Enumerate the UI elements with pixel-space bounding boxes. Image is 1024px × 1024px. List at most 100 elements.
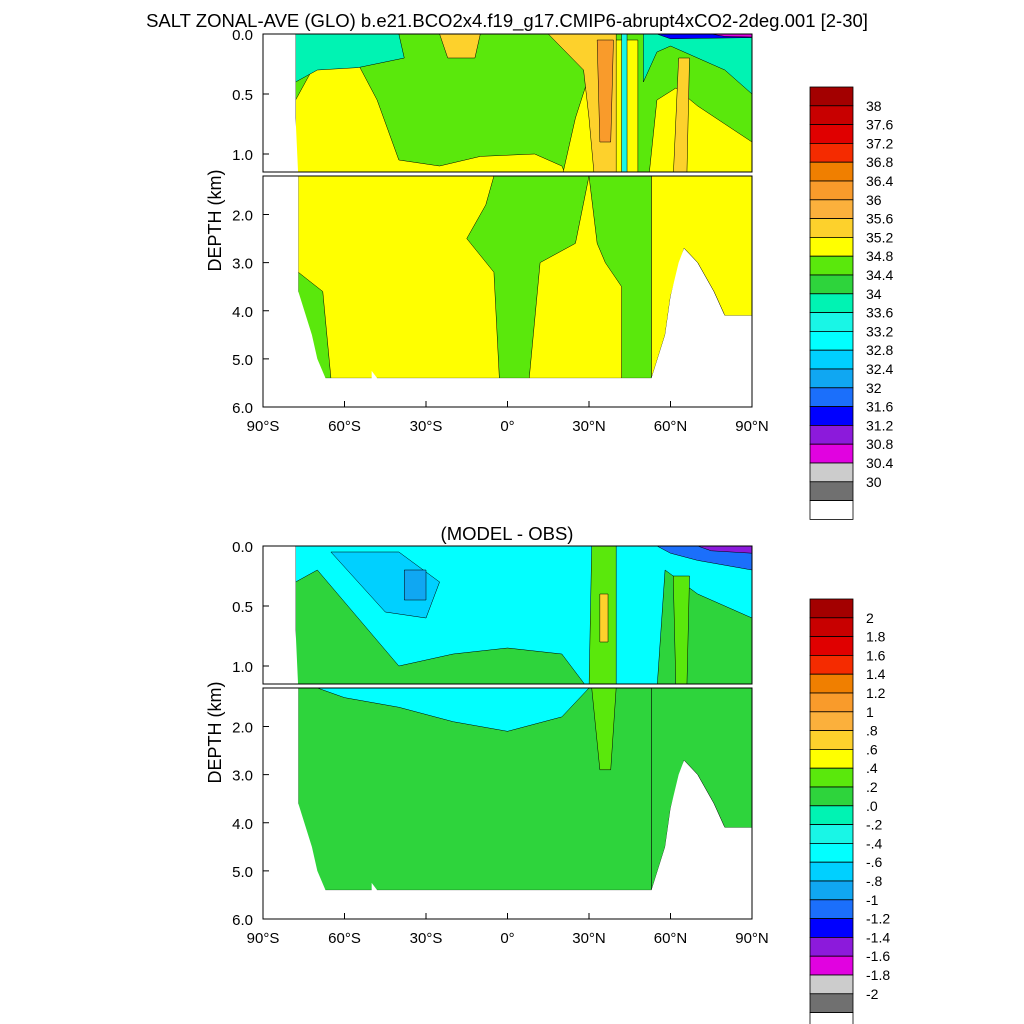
y-tick-label: 6.0 xyxy=(232,400,253,417)
colorbar-label: -.4 xyxy=(866,835,883,851)
colorbar-swatch xyxy=(809,255,854,276)
land-mask xyxy=(651,248,752,407)
colorbar-label: 32.4 xyxy=(866,361,893,377)
y-tick-label: 1.0 xyxy=(232,147,253,164)
y-tick-label: 5.0 xyxy=(232,864,253,881)
colorbar-label: 1.6 xyxy=(866,647,886,663)
y-tick-label: 5.0 xyxy=(232,352,253,369)
colorbar-label: 37.6 xyxy=(866,117,893,133)
colorbar-label: 30.4 xyxy=(866,455,893,471)
colorbar-swatch xyxy=(809,843,854,863)
colorbar-swatch xyxy=(809,955,854,976)
colorbar-label: 2 xyxy=(866,610,874,626)
contour-region xyxy=(697,546,752,554)
colorbar-swatch xyxy=(809,312,854,332)
y-tick-label: 4.0 xyxy=(232,304,253,321)
colorbar-label: 34.4 xyxy=(866,267,893,283)
colorbar-label: -.6 xyxy=(866,854,883,870)
colorbar-swatch xyxy=(809,500,854,520)
colorbar-swatch xyxy=(809,805,854,825)
colorbar: 38 37.6 37.2 36.8 36.4 36 35.6 35.2 34.8 34.4 34 33… xyxy=(809,86,893,520)
colorbar-swatch xyxy=(809,86,854,107)
upper-field xyxy=(263,546,752,684)
panel-1: 0.0 0.5 1.0 2.0 3.0 4.0 5.0 6.090°S 60°S 30°S 0° 30… xyxy=(205,27,893,520)
x-tick-label: 60°S xyxy=(328,418,361,435)
x-tick-label: 90°S xyxy=(247,930,280,947)
colorbar-swatch xyxy=(809,274,854,295)
y-tick-label: 0.0 xyxy=(232,27,253,44)
colorbar-swatch xyxy=(809,824,854,844)
colorbar-label: 31.2 xyxy=(866,417,893,433)
colorbar-label: 33.2 xyxy=(866,323,893,339)
land-mask xyxy=(651,760,752,919)
colorbar-swatch xyxy=(809,387,854,407)
colorbar-label: 33.6 xyxy=(866,305,893,321)
x-tick-label: 60°N xyxy=(654,418,688,435)
y-tick-label: 6.0 xyxy=(232,912,253,929)
contour-region xyxy=(330,551,440,619)
colorbar-swatch xyxy=(809,692,854,713)
colorbar-swatch xyxy=(809,424,854,445)
colorbar-swatch xyxy=(809,767,854,788)
x-tick-label: 30°N xyxy=(572,418,606,435)
contour-region xyxy=(317,688,590,732)
colorbar-swatch xyxy=(809,142,854,163)
x-tick-label: 0° xyxy=(500,418,514,435)
colorbar-label: 36.4 xyxy=(866,173,893,189)
colorbar-swatch xyxy=(809,749,854,769)
colorbar-label: 1.8 xyxy=(866,629,886,645)
colorbar-swatch xyxy=(809,462,854,483)
colorbar-swatch xyxy=(809,481,854,501)
colorbar-label: -.2 xyxy=(866,817,883,833)
land-mask xyxy=(263,546,299,684)
colorbar-swatch xyxy=(809,786,854,807)
panel-2-title: (MODEL - OBS) xyxy=(441,523,574,544)
colorbar-swatch xyxy=(809,617,854,637)
contour-region xyxy=(672,575,690,684)
colorbar-label: -.8 xyxy=(866,873,883,889)
colorbar-swatch xyxy=(809,105,854,126)
colorbar-label: .8 xyxy=(866,723,878,739)
contour-region xyxy=(599,593,609,643)
colorbar-label: 36.8 xyxy=(866,154,893,170)
y-tick-label: 3.0 xyxy=(232,768,253,785)
colorbar-label: -1.8 xyxy=(866,967,890,983)
colorbar-swatch xyxy=(809,368,854,389)
y-tick-label: 3.0 xyxy=(232,256,253,273)
land-mask xyxy=(263,688,652,919)
x-tick-label: 90°N xyxy=(735,930,769,947)
colorbar-label: 1 xyxy=(866,704,874,720)
contour-region xyxy=(621,34,628,172)
colorbar-swatch xyxy=(809,443,854,464)
colorbar-label: 30 xyxy=(866,474,882,490)
x-tick-label: 60°N xyxy=(654,930,688,947)
colorbar-label: 35.2 xyxy=(866,229,893,245)
x-tick-label: 60°S xyxy=(328,930,361,947)
colorbar-swatch xyxy=(809,161,854,182)
x-tick-label: 30°N xyxy=(572,930,606,947)
panel-2: 0.00.51.02.03.04.05.06.090°S 60°S 30°S 0° 30… xyxy=(205,539,890,1024)
colorbar-label: .2 xyxy=(866,779,878,795)
colorbar: 21.81.61.41.21.8.6.4.2.0-.2-.4-.6-.8-1-1… xyxy=(809,598,890,1024)
land-mask xyxy=(263,176,652,407)
upper-frame xyxy=(262,33,753,173)
colorbar-swatch xyxy=(809,406,854,426)
colorbar-label: .4 xyxy=(866,760,878,776)
colorbar-label: 34.8 xyxy=(866,248,893,264)
y-axis-label: DEPTH (km) xyxy=(205,170,225,272)
colorbar-swatch xyxy=(809,655,854,675)
y-tick-label: 0.5 xyxy=(232,87,253,104)
colorbar-label: -1.4 xyxy=(866,929,890,945)
colorbar-label: 30.8 xyxy=(866,436,893,452)
colorbar-swatch xyxy=(809,636,854,656)
x-tick-label: 30°S xyxy=(410,418,443,435)
y-tick-label: 1.0 xyxy=(232,659,253,676)
lower-field xyxy=(263,176,752,407)
colorbar-swatch xyxy=(809,218,854,238)
colorbar-label: -1.2 xyxy=(866,911,890,927)
figure-title: SALT ZONAL-AVE (GLO) b.e21.BCO2x4.f19_g1… xyxy=(146,10,868,32)
colorbar-swatch xyxy=(809,124,854,144)
colorbar-swatch xyxy=(809,673,854,694)
colorbar-label: 1.4 xyxy=(866,666,886,682)
colorbar-label: .6 xyxy=(866,741,878,757)
